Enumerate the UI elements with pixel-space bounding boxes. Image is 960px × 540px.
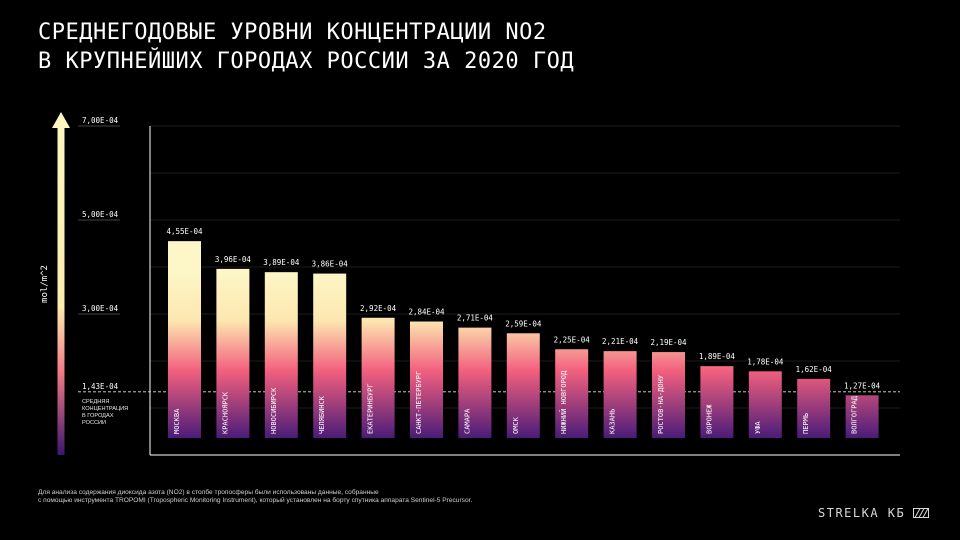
bar-value-label: 1,62E-04: [796, 365, 833, 374]
y-axis-arrow-shaft: [57, 126, 65, 455]
bar-value-label: 2,21E-04: [602, 337, 639, 346]
reference-caption-line: СРЕДНЯЯ: [82, 399, 109, 405]
labels: 7,00E-04 5,00E-04 3,00E-04 mol/m^2 1,43E-04 С…: [40, 116, 881, 434]
bar-value-label: 3,86E-04: [312, 260, 349, 269]
bar-category-label: ЧЕЛЯБИНСК: [318, 395, 326, 434]
chart-title-line-1: СРЕДНЕГОДОВЫЕ УРОВНИ КОНЦЕНТРАЦИИ NO2: [38, 20, 547, 45]
bar: [506, 333, 540, 438]
bar-category-label: НИЖНИЙ НОВГОРОД: [559, 370, 568, 434]
bar: [603, 351, 637, 438]
footnote-line-2: с помощью инструмента TROPOMI (Troposphe…: [38, 497, 473, 504]
bar: [410, 321, 443, 438]
y-tick-label: 5,00E-04: [82, 210, 119, 219]
bar-value-label: 2,25E-04: [554, 335, 591, 344]
bar: [797, 378, 831, 438]
bar-value-label: 2,92E-04: [360, 304, 397, 313]
y-tick-label: 3,00E-04: [82, 304, 119, 313]
bar-category-label: МОСКВА: [173, 408, 181, 434]
bar-category-label: ВОЛГОГРАД: [851, 395, 859, 434]
bar-category-label: ЕКАТЕРИНБУРГ: [367, 383, 375, 434]
chart-title-line-2: В КРУПНЕЙШИХ ГОРОДАХ РОССИИ ЗА 2020 ГОД: [38, 49, 575, 74]
reference-line-label: 1,43E-04: [82, 382, 119, 391]
bar: [845, 395, 879, 438]
bar-value-label: 2,59E-04: [505, 319, 542, 328]
bar-value-label: 3,89E-04: [263, 258, 300, 267]
y-axis-label: mol/m^2: [40, 265, 50, 303]
bar: [264, 272, 298, 438]
y-tick-label: 7,00E-04: [82, 116, 119, 125]
bar-value-label: 4,55E-04: [166, 227, 203, 236]
bar-category-label: КРАСНОЯРСК: [221, 391, 229, 434]
bar-value-label: 3,96E-04: [215, 255, 252, 264]
footnote: Для анализа содержания диоксида азота (N…: [38, 489, 472, 505]
bar: [313, 273, 347, 438]
bar-value-label: 2,19E-04: [650, 338, 687, 347]
brand-logo: STRELKA КБ: [818, 506, 930, 520]
bar-value-label: 2,84E-04: [408, 308, 445, 317]
bar-value-label: 1,27E-04: [844, 381, 881, 390]
bar-category-label: РОСТОВ-НА-ДОНУ: [657, 375, 665, 434]
bar-value-label: 1,89E-04: [699, 352, 736, 361]
bar: [652, 352, 685, 438]
bar-category-label: УФА: [754, 421, 762, 434]
y-axis-arrow-head: [52, 112, 70, 128]
bar: [748, 371, 782, 438]
chart-title: СРЕДНЕГОДОВЫЕ УРОВНИ КОНЦЕНТРАЦИИ NO2 В …: [38, 18, 574, 76]
bar-category-label: ОМСК: [512, 416, 520, 434]
hatched-square-icon: [913, 508, 930, 518]
bar: [361, 317, 395, 438]
bar-category-label: САНКТ-ПЕТЕРБУРГ: [415, 371, 423, 434]
bar-value-label: 1,78E-04: [747, 357, 784, 366]
footnote-line-1: Для анализа содержания диоксида азота (N…: [38, 489, 379, 496]
brand-name: STRELKA КБ: [818, 506, 906, 520]
bar-category-label: КАЗАНЬ: [609, 409, 617, 434]
y-axis-arrow: [52, 112, 70, 455]
bar-category-label: ВОРОНЕЖ: [705, 404, 713, 434]
bar-category-label: ПЕРМЬ: [802, 413, 810, 434]
bar-value-label: 2,71E-04: [457, 314, 494, 323]
bar: [700, 366, 734, 438]
bar: [168, 241, 201, 438]
bar: [458, 327, 492, 438]
bar-category-label: НОВОСИБИРСК: [270, 387, 278, 434]
bar: [216, 268, 250, 438]
bar-category-label: САМАРА: [463, 408, 471, 434]
reference-caption-line: КОНЦЕНТРАЦИЯ: [82, 406, 128, 412]
bars: [168, 241, 879, 438]
reference-caption-line: РОССИИ: [82, 420, 106, 426]
bar: [555, 349, 589, 438]
reference-caption-line: В ГОРОДАХ: [82, 413, 114, 419]
